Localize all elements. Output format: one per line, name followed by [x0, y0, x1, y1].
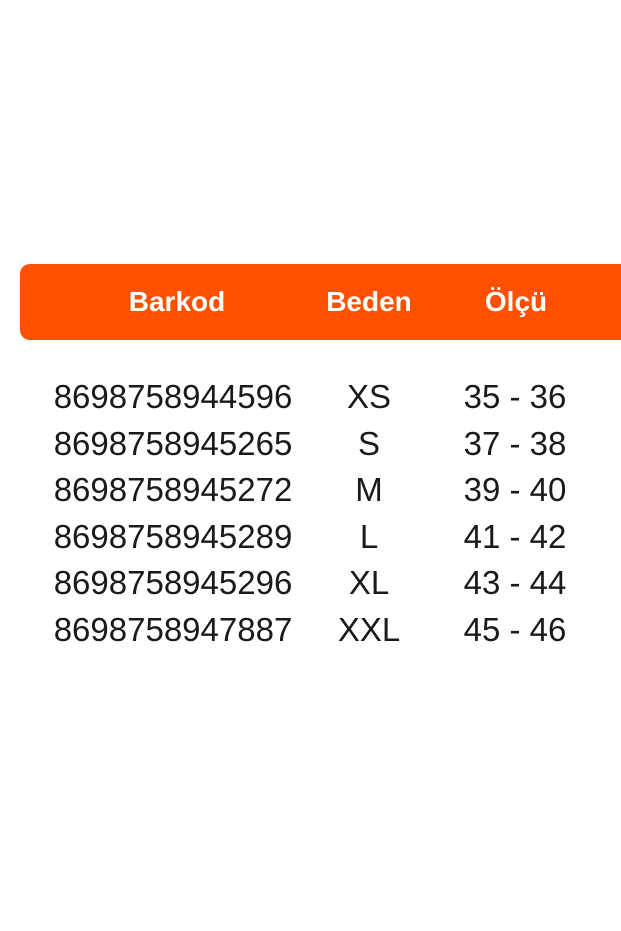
column-header-beden: Beden: [326, 286, 412, 317]
table-header: Barkod Beden Ölçü: [20, 264, 621, 340]
barcode-cell: 8698758947887: [53, 610, 293, 648]
measure-cell: 37 - 38: [463, 424, 567, 462]
size-cell: XXL: [337, 610, 401, 648]
table-row: 8698758947887 XXL 45 - 46: [0, 607, 621, 653]
column-header-barkod: Barkod: [128, 286, 226, 317]
barcode-cell: 8698758945289: [53, 517, 293, 555]
table-row: 8698758945289 L 41 - 42: [0, 514, 621, 560]
measure-cell: 39 - 40: [463, 471, 567, 508]
size-cell: M: [355, 471, 383, 508]
size-cell: XS: [346, 378, 392, 415]
table-row: 8698758944596 XS 35 - 36: [0, 374, 621, 420]
barcode-cell: 8698758944596: [53, 378, 293, 415]
size-cell: XL: [348, 564, 390, 601]
barcode-cell: 8698758945265: [53, 424, 293, 462]
measure-cell: 45 - 46: [463, 610, 567, 648]
size-cell: S: [357, 424, 381, 462]
table-row: 8698758945265 S 37 - 38: [0, 421, 621, 467]
measure-cell: 43 - 44: [463, 564, 567, 601]
measure-cell: 35 - 36: [463, 378, 567, 415]
table-row: 8698758945272 M 39 - 40: [0, 467, 621, 513]
column-header-olcu: Ölçü: [484, 286, 548, 317]
measure-cell: 41 - 42: [463, 517, 567, 555]
barcode-cell: 8698758945296: [53, 564, 293, 601]
table-row: 8698758945296 XL 43 - 44: [0, 560, 621, 606]
size-cell: L: [359, 517, 379, 555]
barcode-cell: 8698758945272: [53, 471, 293, 508]
